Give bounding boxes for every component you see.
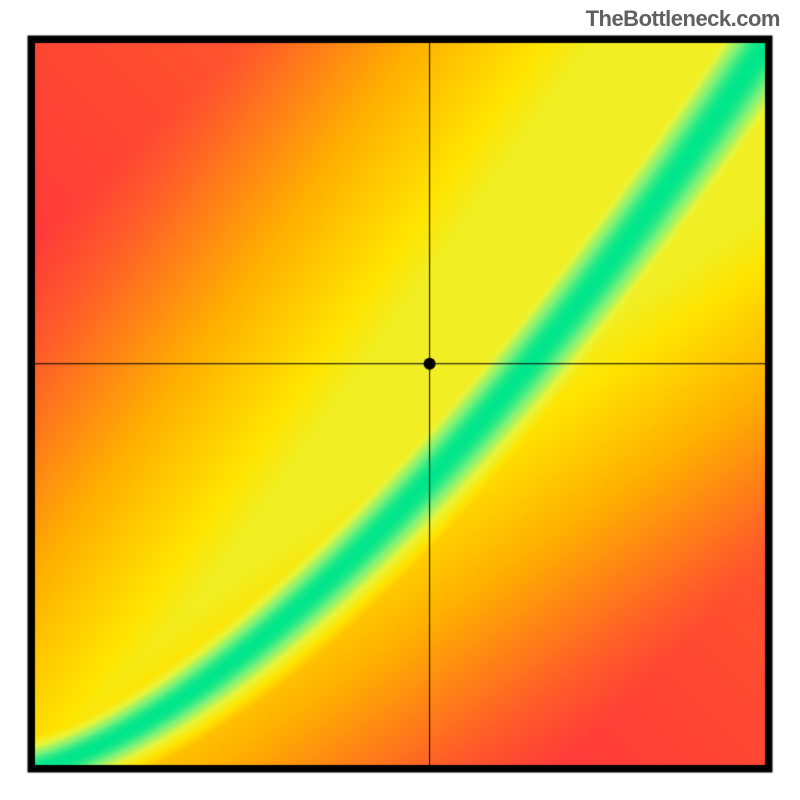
watermark-text: TheBottleneck.com <box>586 6 780 32</box>
bottleneck-heatmap <box>0 0 800 800</box>
chart-container: TheBottleneck.com <box>0 0 800 800</box>
